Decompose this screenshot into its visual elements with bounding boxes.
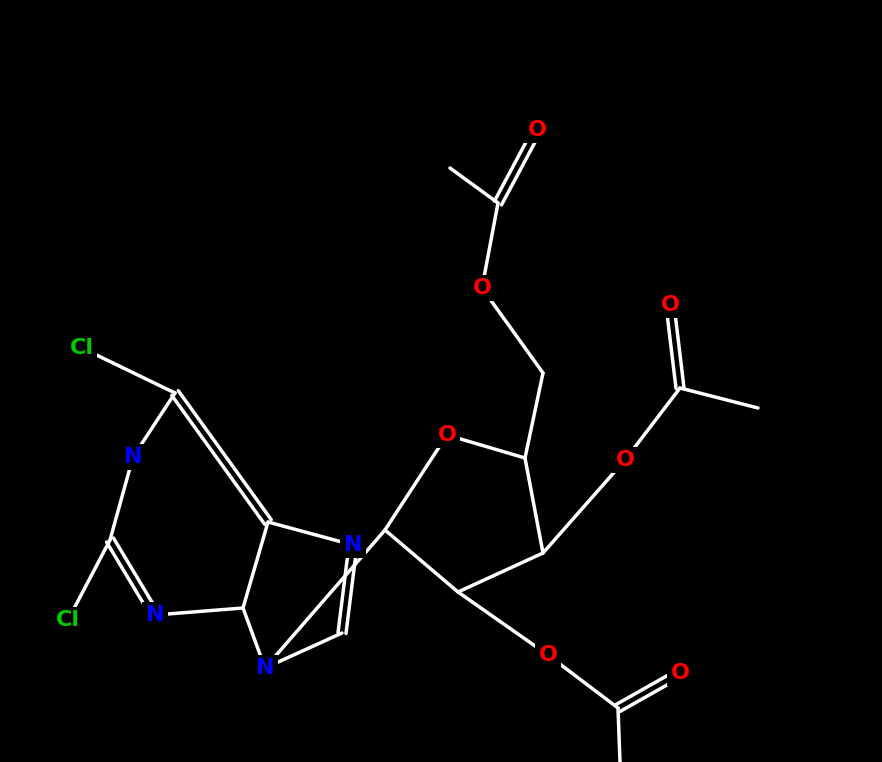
- Text: O: O: [437, 425, 457, 445]
- Text: O: O: [670, 663, 690, 683]
- Text: O: O: [473, 278, 491, 298]
- Text: N: N: [123, 447, 142, 467]
- Text: O: O: [539, 645, 557, 665]
- Text: O: O: [661, 295, 679, 315]
- Text: N: N: [344, 535, 363, 555]
- Text: Cl: Cl: [70, 338, 94, 358]
- Text: N: N: [256, 658, 274, 678]
- Text: N: N: [146, 605, 164, 625]
- Text: Cl: Cl: [56, 610, 80, 630]
- Text: O: O: [527, 120, 547, 140]
- Text: O: O: [616, 450, 634, 470]
